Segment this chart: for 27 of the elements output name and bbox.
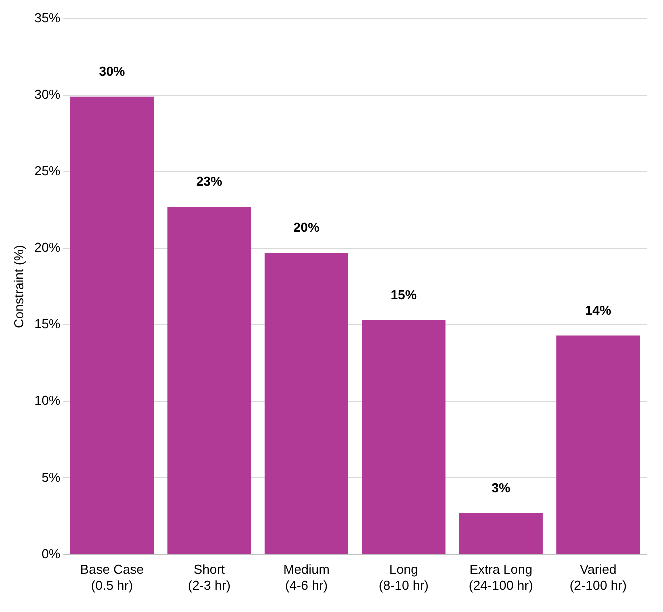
y-tick-label: 25% (34, 164, 62, 179)
data-label: 23% (196, 174, 223, 190)
data-label: 20% (294, 220, 320, 236)
x-tick-label: Base Case (0.5 hr) (80, 562, 144, 593)
data-label: 3% (492, 480, 511, 496)
x-tick-label: Short (2-3 hr) (188, 562, 231, 593)
y-tick-label: 15% (34, 316, 62, 332)
y-tick-label: 35% (34, 10, 62, 26)
bar (556, 336, 640, 554)
y-tick-label: 20% (34, 240, 62, 256)
bar (264, 253, 349, 554)
bar (362, 320, 446, 554)
bar (168, 207, 252, 554)
y-tick-label: 10% (34, 393, 62, 408)
x-tick-label: Medium (4-6 hr) (284, 562, 330, 593)
data-label: 14% (585, 302, 612, 318)
y-tick-label: 30% (34, 86, 62, 102)
x-tick-label: Long (8-10 hr) (378, 562, 429, 593)
data-label: 30% (99, 64, 126, 79)
data-label: 15% (390, 288, 418, 303)
x-tick-label: Varied (2-100 hr) (570, 562, 627, 593)
bar (459, 513, 543, 554)
bar (70, 96, 154, 554)
y-tick-label: 5% (42, 470, 62, 485)
y-tick-label: 0% (42, 546, 62, 562)
x-tick-label: Extra Long (24-100 hr) (469, 562, 534, 593)
y-axis-title: Constraint (%) (11, 245, 26, 328)
